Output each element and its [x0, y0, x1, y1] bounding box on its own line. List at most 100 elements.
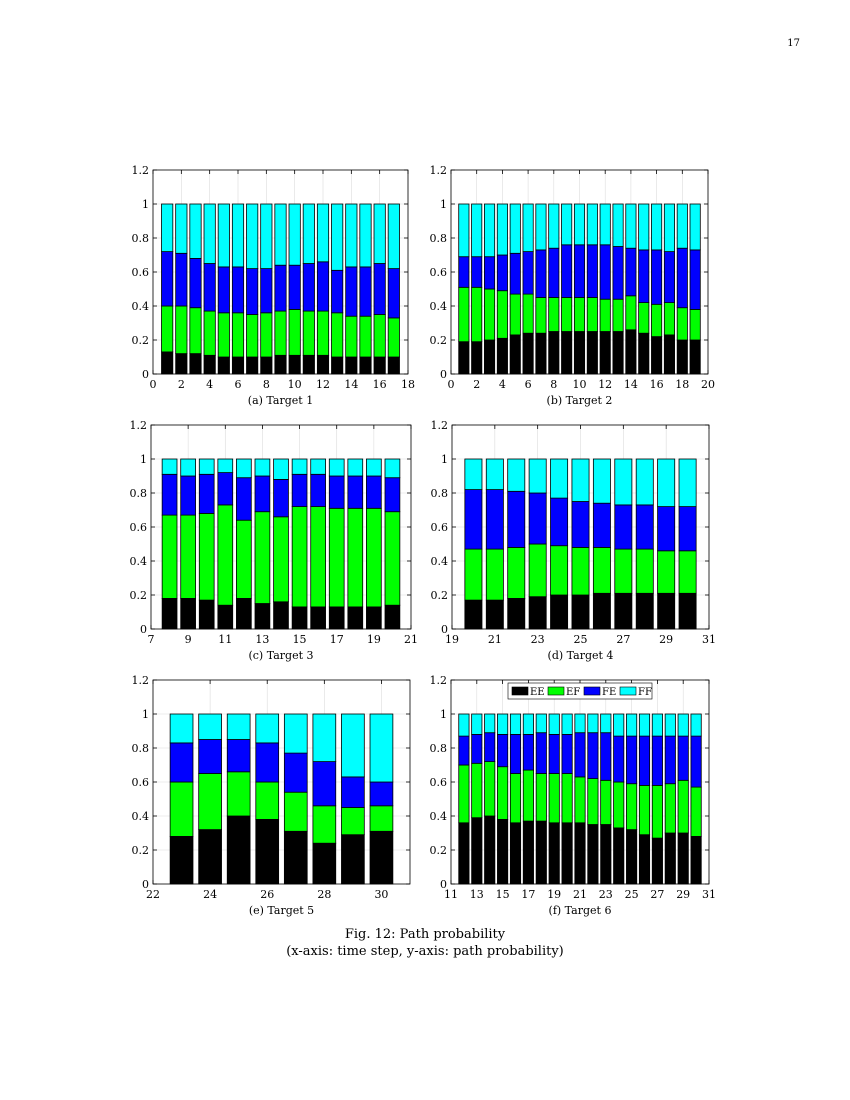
bar-EE-x12 — [599, 331, 611, 375]
bar-FF-x20 — [384, 458, 401, 479]
bar-EF-x28 — [312, 805, 337, 844]
bar-FF-x3 — [189, 203, 202, 259]
bar-EE-x22 — [507, 598, 526, 630]
y-tick-label: 1 — [440, 708, 447, 721]
bar-EE-x6 — [522, 332, 534, 375]
bar-FE-x13 — [471, 734, 483, 764]
bar-FF-x21 — [485, 458, 504, 491]
bar-FF-x20 — [561, 713, 573, 735]
y-tick-label: 1.2 — [431, 419, 449, 432]
x-tick-label: 16 — [373, 378, 387, 391]
bar-EF-x16 — [373, 314, 386, 358]
bar-FF-x16 — [509, 713, 522, 735]
bar-FE-x29 — [677, 735, 689, 781]
bar-FF-x8 — [161, 458, 178, 475]
bar-FE-x19 — [689, 249, 701, 310]
figure-caption-subtitle: (x-axis: time step, y-axis: path probabi… — [286, 944, 564, 959]
bar-FF-x17 — [522, 713, 534, 735]
bar-FE-x10 — [573, 244, 586, 298]
bar-EF-x24 — [550, 545, 569, 596]
y-tick-label: 1 — [140, 453, 147, 466]
bar-FE-x15 — [638, 249, 650, 303]
x-tick-label: 12 — [316, 378, 330, 391]
bar-EE-x26 — [255, 819, 280, 885]
bar-FE-x3 — [189, 257, 202, 309]
bar-EF-x5 — [217, 312, 230, 358]
bar-EE-x13 — [471, 817, 483, 885]
chart-panel-2: 0 0.2 0.4 0.6 0.8 1 1.2 0 2 4 6 8 10 12 14 16 18 20 (b) Ta… — [430, 164, 716, 407]
y-tick-label: 1.2 — [130, 419, 148, 432]
x-tick-label: 11 — [444, 888, 458, 901]
y-tick-label: 0.2 — [130, 589, 148, 602]
bar-EE-x11 — [586, 331, 598, 375]
bar-FF-x12 — [458, 713, 470, 737]
bar-EF-x27 — [651, 785, 663, 839]
bar-EE-x3 — [484, 339, 496, 375]
bar-FF-x6 — [522, 203, 534, 252]
bar-FE-x17 — [522, 734, 534, 771]
y-tick-label: 1.2 — [430, 674, 448, 687]
x-tick-label: 17 — [330, 633, 344, 646]
y-tick-label: 0.4 — [132, 810, 150, 823]
bar-FF-x12 — [599, 203, 611, 246]
x-tick-label: 28 — [317, 888, 331, 901]
x-tick-label: 7 — [148, 633, 155, 646]
bar-EF-x12 — [458, 764, 470, 824]
bar-FF-x22 — [587, 713, 599, 734]
bar-EF-x28 — [664, 783, 676, 834]
bar-FF-x30 — [369, 713, 394, 783]
bar-EF-x13 — [612, 298, 624, 332]
bar-FF-x29 — [341, 713, 365, 778]
bar-EF-x11 — [586, 297, 598, 332]
x-tick-label: 10 — [288, 378, 302, 391]
bar-FE-x22 — [587, 732, 599, 780]
y-tick-label: 0.8 — [132, 742, 150, 755]
x-tick-label: 21 — [488, 633, 502, 646]
bar-EF-x8 — [548, 297, 560, 332]
bar-EE-x1 — [458, 341, 470, 375]
y-tick-label: 0.8 — [132, 232, 150, 245]
y-tick-label: 1.2 — [132, 164, 150, 177]
y-tick-label: 0.4 — [430, 810, 448, 823]
bar-FE-x6 — [231, 266, 245, 314]
bar-EE-x30 — [678, 592, 697, 630]
bar-EF-x20 — [561, 773, 573, 824]
bar-FF-x23 — [528, 458, 547, 494]
x-tick-label: 29 — [676, 888, 690, 901]
bar-FF-x19 — [548, 713, 560, 735]
bar-FF-x19 — [689, 203, 701, 251]
bar-FF-x21 — [574, 713, 586, 734]
bar-EF-x9 — [561, 297, 573, 332]
bar-FF-x8 — [548, 203, 560, 249]
bar-EF-x7 — [535, 297, 547, 334]
bar-EF-x23 — [169, 781, 194, 837]
x-tick-label: 19 — [445, 633, 459, 646]
x-tick-label: 6 — [525, 378, 532, 391]
bar-FF-x18 — [347, 458, 364, 477]
bar-EF-x5 — [509, 293, 521, 336]
bar-FF-x25 — [571, 458, 590, 502]
bar-EF-x1 — [458, 286, 470, 343]
bar-EF-x26 — [638, 785, 651, 836]
bar-EE-x15 — [359, 356, 372, 375]
bar-EF-x10 — [288, 308, 301, 356]
bar-EE-x16 — [509, 822, 522, 885]
bar-FE-x25 — [571, 501, 590, 548]
x-tick-label: 20 — [701, 378, 715, 391]
bar-FE-x5 — [217, 266, 230, 314]
bar-EF-x12 — [316, 310, 330, 356]
bar-EF-x29 — [657, 550, 676, 594]
bar-FE-x30 — [369, 781, 394, 807]
bar-FF-x17 — [387, 203, 400, 269]
bar-EF-x16 — [651, 303, 663, 337]
bar-EF-x6 — [231, 312, 245, 358]
bar-FF-x15 — [497, 713, 509, 735]
bar-FE-x15 — [497, 734, 509, 768]
bar-FE-x9 — [561, 244, 573, 298]
x-tick-label: 10 — [573, 378, 587, 391]
bar-EE-x14 — [625, 329, 637, 375]
bar-EF-x25 — [571, 547, 590, 596]
bar-EE-x10 — [198, 599, 215, 630]
bar-EF-x14 — [484, 761, 496, 817]
bar-FF-x3 — [484, 203, 496, 258]
